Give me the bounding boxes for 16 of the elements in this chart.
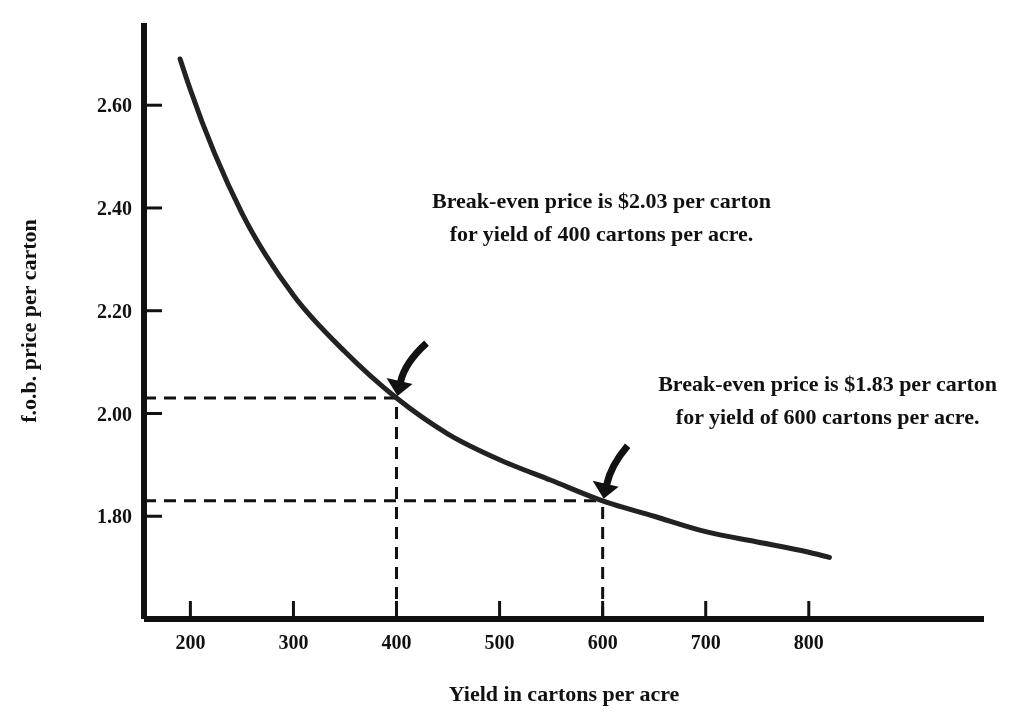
y-tick-label: 2.60 xyxy=(97,94,132,117)
annotation: Break-even price is $2.03 per carton for yield of 400 cartons per acre. xyxy=(432,188,771,247)
x-tick-label: 800 xyxy=(793,631,824,654)
x-tick-label: 200 xyxy=(175,631,206,654)
y-axis-title: f.o.b. price per carton xyxy=(15,219,41,423)
x-tick-label: 600 xyxy=(587,631,618,654)
annotation: Break-even price is $1.83 per carton for yield of 600 cartons per acre. xyxy=(658,370,998,429)
x-tick-label: 300 xyxy=(278,631,309,654)
y-tick-label: 2.40 xyxy=(97,197,132,220)
y-tick-label: 1.80 xyxy=(97,505,132,528)
x-axis-title: Yield in cartons per acre xyxy=(448,681,680,706)
x-tick-label: 500 xyxy=(484,631,515,654)
y-tick-label: 2.20 xyxy=(97,299,132,322)
x-tick-label: 400 xyxy=(381,631,412,654)
x-tick-label: 700 xyxy=(690,631,721,654)
y-tick-label: 2.00 xyxy=(97,402,132,425)
